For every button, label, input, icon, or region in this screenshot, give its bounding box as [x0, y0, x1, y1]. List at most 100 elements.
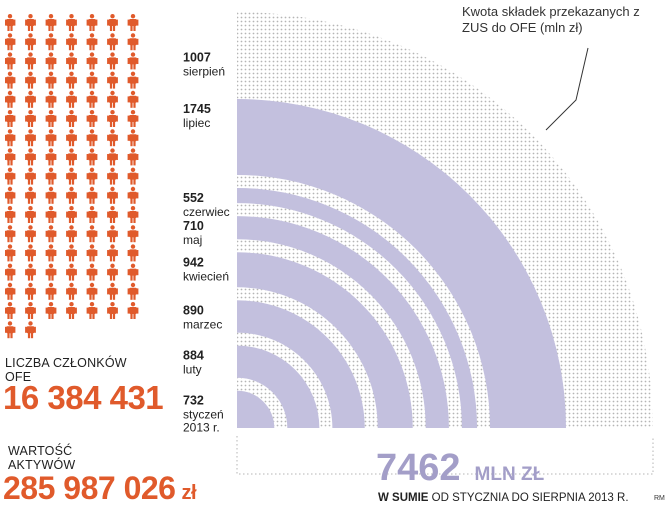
person-icon	[45, 110, 57, 127]
person-icon	[25, 14, 36, 31]
person-icon	[66, 52, 77, 70]
band-0	[237, 390, 275, 428]
person-icon	[107, 52, 118, 70]
person-icon	[86, 129, 98, 147]
total-caption: W SUMIE OD STYCZNIA DO SIERPNIA 2013 R.	[378, 492, 629, 504]
category-label-6: lipiec	[183, 116, 210, 130]
person-icon	[107, 302, 118, 319]
person-icon	[25, 52, 36, 70]
person-icon	[107, 148, 118, 166]
person-icon	[107, 33, 118, 51]
category-label-5: czerwiec	[183, 205, 230, 219]
person-icon	[86, 263, 98, 281]
person-icon	[86, 14, 98, 31]
person-icon	[66, 14, 77, 31]
person-icon	[25, 225, 36, 243]
band-5	[237, 187, 478, 428]
person-icon	[5, 225, 16, 243]
person-icon	[66, 282, 77, 300]
person-icon	[66, 148, 77, 166]
person-icon	[25, 167, 36, 185]
category-label-7: sierpień	[183, 65, 225, 79]
value-label-5: 552	[183, 191, 204, 205]
person-icon	[66, 167, 77, 185]
person-icon	[5, 282, 16, 300]
person-icon	[5, 52, 16, 70]
person-icon	[5, 302, 16, 319]
assets-label: WARTOŚĆ AKTYWÓW	[8, 444, 76, 472]
person-icon	[45, 302, 57, 319]
person-icon	[127, 110, 139, 127]
person-icon	[127, 186, 139, 204]
person-icon	[25, 33, 36, 51]
person-icon	[45, 282, 57, 300]
person-icon	[45, 263, 57, 281]
person-icon	[86, 90, 98, 108]
person-icon	[5, 71, 16, 89]
band-6	[237, 99, 566, 429]
person-icon	[86, 71, 98, 89]
person-icon	[107, 129, 118, 147]
value-label-1: 884	[183, 349, 204, 363]
person-icon	[86, 302, 98, 319]
total-caption-rest: OD STYCZNIA DO SIERPNIA 2013 R.	[428, 492, 629, 504]
total-value: 7462	[376, 447, 461, 489]
person-icon	[5, 263, 16, 281]
person-icon	[107, 186, 118, 204]
person-icon	[127, 225, 139, 243]
person-icon	[127, 263, 139, 281]
person-icon	[86, 225, 98, 243]
person-icon	[45, 167, 57, 185]
person-icon	[45, 14, 57, 31]
person-icon	[45, 225, 57, 243]
category-label-1: luty	[183, 363, 202, 377]
assets-number: 285 987 026	[3, 470, 176, 506]
person-icon	[107, 206, 118, 223]
category-label-0-cont: 2013 r.	[183, 421, 220, 435]
person-icon	[107, 282, 118, 300]
person-icon	[25, 282, 36, 300]
person-icon	[107, 71, 118, 89]
person-icon	[25, 302, 36, 319]
band-1	[237, 345, 320, 428]
person-icon	[127, 71, 139, 89]
person-icon	[127, 52, 139, 70]
person-icon	[127, 167, 139, 185]
person-icon	[5, 129, 16, 147]
band-2	[237, 300, 365, 428]
person-icon	[66, 71, 77, 89]
person-icon	[86, 206, 98, 223]
assets-unit: zł	[181, 482, 197, 504]
band-3	[237, 252, 413, 428]
annotation-leader	[545, 47, 589, 131]
person-icon	[25, 129, 36, 147]
person-icon	[45, 129, 57, 147]
person-icon	[5, 186, 16, 204]
person-icon	[45, 71, 57, 89]
person-icon	[86, 167, 98, 185]
members-label: LICZBA CZŁONKÓW OFE	[5, 356, 127, 384]
person-icon	[86, 244, 98, 262]
person-icon	[5, 206, 16, 223]
person-icon	[66, 186, 77, 204]
person-icon	[107, 167, 118, 185]
person-icon	[5, 167, 16, 185]
person-icon	[127, 302, 139, 319]
person-icon	[5, 148, 16, 166]
category-label-2: marzec	[183, 317, 222, 331]
person-icon	[45, 33, 57, 51]
person-icon	[107, 244, 118, 262]
person-icon	[107, 263, 118, 281]
person-icon	[127, 90, 139, 108]
person-icon	[25, 244, 36, 262]
person-icon	[66, 263, 77, 281]
person-icon	[45, 244, 57, 262]
members-pictogram	[5, 14, 139, 339]
person-icon	[86, 52, 98, 70]
person-icon	[86, 148, 98, 166]
total-bracket	[236, 436, 654, 475]
person-icon	[86, 110, 98, 127]
value-label-3: 942	[183, 255, 204, 269]
person-icon	[45, 206, 57, 223]
person-icon	[66, 244, 77, 262]
